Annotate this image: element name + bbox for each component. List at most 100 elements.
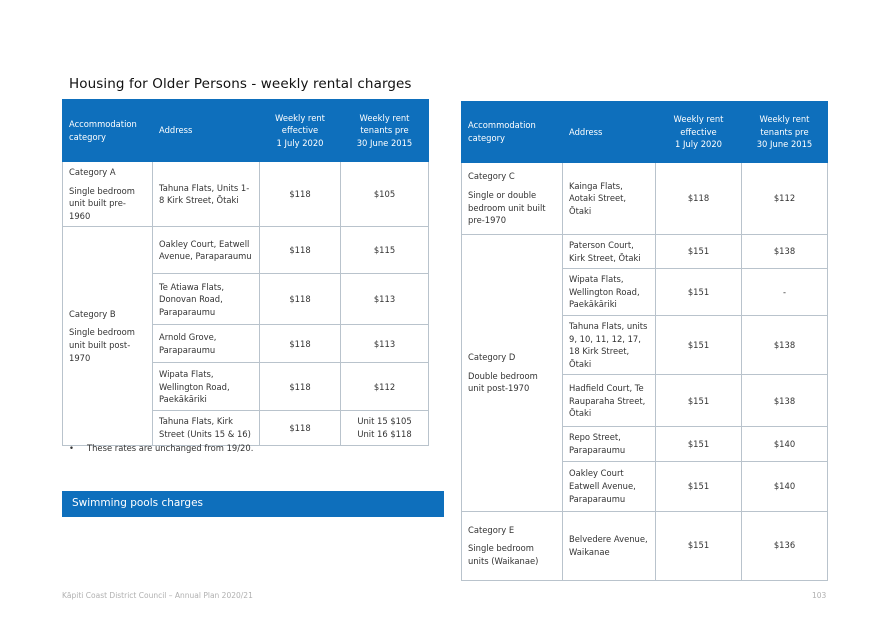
address-cell: Wipata Flats, Wellington Road, Paekākāri…: [562, 268, 656, 317]
header-line: tenants pre: [760, 126, 809, 137]
rent-pre-cell: $113: [340, 273, 429, 326]
rates-note: • These rates are unchanged from 19/20.: [69, 443, 253, 453]
category-cell: Category A Single bedroom unit built pre…: [62, 160, 153, 228]
note-text: These rates are unchanged from 19/20.: [87, 443, 254, 453]
header-line: effective: [680, 126, 717, 137]
rent-cell: $118: [259, 410, 341, 446]
rent-cell: $151: [655, 510, 742, 581]
header-line: Weekly rent: [673, 114, 724, 125]
rent-pre-line: Unit 15 $105: [357, 416, 412, 427]
table-row: Hadfield Court, Te Rauparaha Street, Ōta…: [462, 374, 828, 428]
address-cell: Tahuna Flats, Units 1-8 Kirk Street, Ōta…: [152, 160, 260, 228]
table-row: Category A Single bedroom unit built pre…: [62, 160, 429, 228]
category-name: Category D: [468, 351, 516, 362]
rent-pre-cell: Unit 15 $105 Unit 16 $118: [340, 410, 429, 446]
rent-pre-cell: $140: [741, 460, 828, 512]
table-row: Category E Single bedroom units (Waikana…: [461, 510, 828, 581]
header-line: tenants pre: [360, 125, 409, 136]
rent-pre-cell: $115: [340, 226, 429, 275]
rent-cell: $118: [259, 273, 341, 326]
category-name: Category E: [468, 524, 515, 535]
rent-pre-line: Unit 16 $118: [357, 429, 412, 440]
rent-cell: $151: [655, 460, 742, 512]
address-cell: Paterson Court, Kirk Street, Ōtaki: [562, 233, 656, 270]
rent-cell: $151: [655, 268, 742, 317]
header-line: Weekly rent: [359, 112, 410, 123]
table-row: Tahuna Flats, Kirk Street (Units 15 & 16…: [63, 410, 429, 446]
address-cell: Arnold Grove, Paraparaumu: [152, 324, 260, 364]
rent-pre-cell: $113: [340, 324, 429, 364]
rent-pre-cell: $136: [741, 510, 828, 581]
table-row: Category B Single bedroom unit built pos…: [62, 226, 429, 446]
category-cell: Category E Single bedroom units (Waikana…: [461, 510, 563, 581]
footer-document-title: Kāpiti Coast District Council – Annual P…: [62, 591, 253, 600]
category-cell: Category B Single bedroom unit built pos…: [62, 226, 153, 446]
rent-pre-cell: $138: [741, 233, 828, 270]
category-description: Single bedroom unit built pre-1960: [69, 185, 135, 221]
table-row: Category C Single or double bedroom unit…: [461, 162, 828, 235]
header-line: Weekly rent: [275, 112, 325, 123]
rent-pre-cell: $138: [741, 315, 828, 376]
table-row: Repo Street, Paraparaumu $151 $140: [462, 426, 828, 462]
address-cell: Hadfield Court, Te Rauparaha Street, Ōta…: [562, 374, 656, 428]
rental-table-left: Accommodation category Address Weekly re…: [62, 99, 429, 446]
address-cell: Tahuna Flats, Kirk Street (Units 15 & 16…: [152, 410, 260, 446]
rent-cell: $118: [655, 162, 742, 235]
header-category: Accommodation category: [461, 101, 563, 163]
table-row: Te Atiawa Flats, Donovan Road, Paraparau…: [63, 273, 429, 326]
header-rent-effective: Weekly rent effective 1 July 2020: [259, 99, 341, 162]
header-rent-pre-2015: Weekly rent tenants pre 30 June 2015: [741, 101, 828, 163]
header-category: Accommodation category: [62, 99, 153, 162]
table-row: Tahuna Flats, units 9, 10, 11, 12, 17, 1…: [462, 315, 828, 376]
table-row: Arnold Grove, Paraparaumu $118 $113: [63, 324, 429, 364]
address-cell: Belvedere Avenue, Waikanae: [562, 510, 656, 581]
rent-pre-cell: $140: [741, 426, 828, 462]
rent-cell: $118: [259, 226, 341, 275]
rent-pre-cell: $105: [340, 160, 429, 228]
rent-pre-cell: $138: [741, 374, 828, 428]
table-row: Category D Double bedroom unit post-1970…: [461, 233, 828, 512]
address-cell: Repo Street, Paraparaumu: [562, 426, 656, 462]
address-cell: Wipata Flats, Wellington Road, Paekākāri…: [152, 362, 260, 412]
bullet-icon: •: [69, 443, 74, 453]
header-line: 30 June 2015: [356, 137, 413, 148]
rent-pre-cell: -: [741, 268, 828, 317]
header-line: Weekly rent: [759, 114, 810, 125]
page-number: 103: [812, 591, 827, 600]
rent-cell: $151: [655, 426, 742, 462]
header-address: Address: [562, 101, 656, 163]
rent-cell: $118: [259, 324, 341, 364]
category-description: Single or double bedroom unit built pre-…: [468, 189, 546, 226]
address-cell: Oakley Court Eatwell Avenue, Paraparaumu: [562, 460, 656, 512]
header-row: Accommodation category Address Weekly re…: [461, 101, 828, 163]
address-cell: Oakley Court, Eatwell Avenue, Paraparaum…: [152, 226, 260, 275]
rent-cell: $151: [655, 233, 742, 270]
header-line: effective: [281, 125, 319, 136]
rent-cell: $118: [259, 362, 341, 412]
header-row: Accommodation category Address Weekly re…: [62, 99, 429, 162]
table-row: Wipata Flats, Wellington Road, Paekākāri…: [462, 268, 828, 317]
header-line: 1 July 2020: [674, 139, 723, 150]
swimming-pools-heading: Swimming pools charges: [62, 491, 444, 517]
rent-pre-cell: $112: [340, 362, 429, 412]
rent-cell: $151: [655, 374, 742, 428]
category-description: Single bedroom units (Waikanae): [468, 543, 539, 566]
rental-table-right: Accommodation category Address Weekly re…: [461, 101, 828, 581]
category-name: Category A: [69, 167, 116, 177]
header-line: 30 June 2015: [756, 139, 813, 150]
address-cell: Kainga Flats, Aotaki Street, Ōtaki: [562, 162, 656, 235]
address-cell: Te Atiawa Flats, Donovan Road, Paraparau…: [152, 273, 260, 326]
rent-cell: $151: [655, 315, 742, 376]
rent-cell: $118: [259, 160, 341, 228]
header-rent-pre-2015: Weekly rent tenants pre 30 June 2015: [340, 99, 429, 162]
category-description: Single bedroom unit built post-1970: [69, 327, 135, 363]
category-name: Category C: [468, 171, 515, 182]
category-cell: Category D Double bedroom unit post-1970: [461, 234, 563, 512]
address-cell: Tahuna Flats, units 9, 10, 11, 12, 17, 1…: [562, 315, 656, 376]
category-cell: Category C Single or double bedroom unit…: [461, 162, 563, 235]
header-line: 1 July 2020: [276, 137, 324, 148]
page-title: Housing for Older Persons - weekly renta…: [69, 76, 412, 92]
category-name: Category B: [69, 308, 116, 319]
rent-pre-cell: $112: [741, 162, 828, 235]
category-description: Double bedroom unit post-1970: [468, 370, 538, 394]
